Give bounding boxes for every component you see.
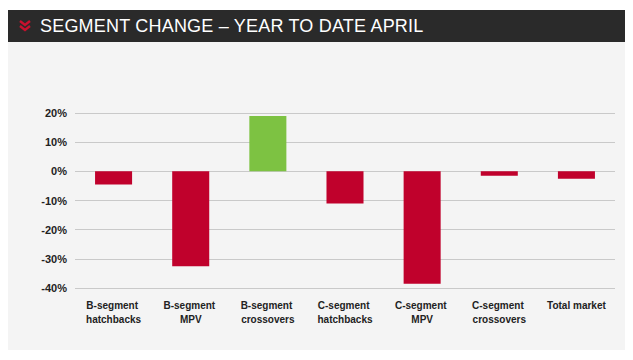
svg-text:-40%: -40%: [41, 282, 67, 294]
html-text:SEGMENT CHANGE – YEAR TO DATE: SEGMENT CHANGE – YEAR TO DATE APRIL: [40, 15, 424, 36]
svg-text:C-segment: C-segment: [318, 300, 372, 311]
svg-text:B-segment: B-segment: [163, 300, 217, 311]
svg-text:B-segment: B-segment: [86, 300, 140, 311]
svg-text:-10%: -10%: [41, 195, 67, 207]
svg-text:crossovers: crossovers: [241, 314, 295, 325]
svg-text:MPV: MPV: [411, 314, 433, 325]
svg-text:hatchbacks: hatchbacks: [317, 314, 372, 325]
svg-text:C-segment: C-segment: [472, 300, 526, 311]
svg-text:C-segment: C-segment: [395, 300, 449, 311]
svg-text:Total market: Total market: [547, 300, 606, 311]
svg-text:B-segment: B-segment: [241, 300, 295, 311]
svg-text:hatchbacks: hatchbacks: [86, 314, 141, 325]
svg-text:10%: 10%: [45, 136, 67, 148]
svg-text:-20%: -20%: [41, 224, 67, 236]
svg-text:MPV: MPV: [180, 314, 202, 325]
svg-text:crossovers: crossovers: [473, 314, 527, 325]
svg-text:0%: 0%: [51, 165, 67, 177]
svg-text:-30%: -30%: [41, 253, 67, 265]
svg-text:20%: 20%: [45, 107, 67, 119]
